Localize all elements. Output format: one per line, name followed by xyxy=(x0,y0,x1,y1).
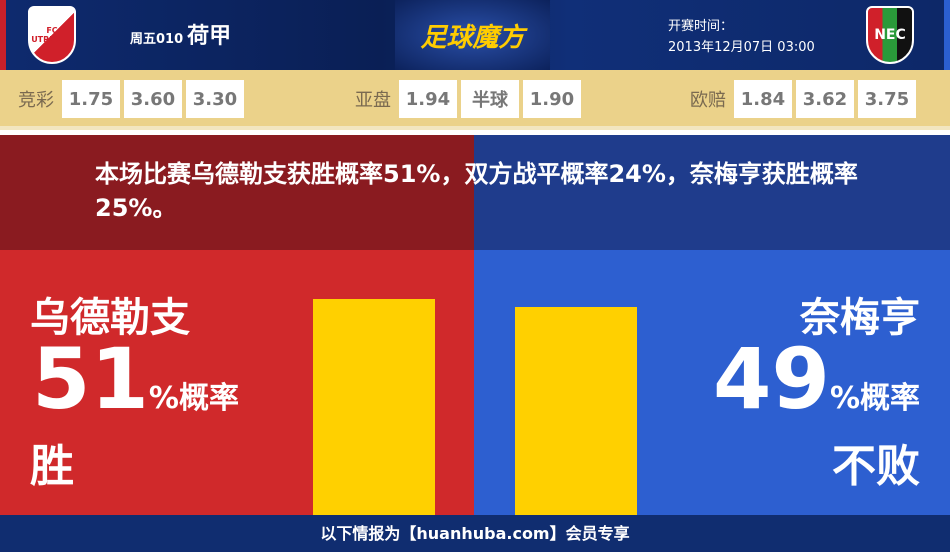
away-team-name: 奈梅亨 xyxy=(800,295,920,341)
odds-value: 1.84 xyxy=(734,80,792,118)
away-probability: 49%概率 xyxy=(713,330,920,428)
members-footer[interactable]: 以下情报为【huanhuba.com】会员专享 xyxy=(0,515,950,552)
odds-label: 竞彩 xyxy=(18,90,54,111)
home-percent-unit: %概率 xyxy=(148,381,239,416)
odds-value: 3.60 xyxy=(124,80,182,118)
home-team-name: 乌德勒支 xyxy=(30,295,190,341)
away-probability-bar xyxy=(515,307,637,515)
home-panel: 乌德勒支 51%概率 胜 xyxy=(0,250,474,515)
odds-value: 1.90 xyxy=(523,80,581,118)
away-team-logo: NEC xyxy=(866,6,914,64)
kickoff-time: 2013年12月07日 03:00 xyxy=(668,40,815,55)
away-logo-text: NEC xyxy=(874,27,906,43)
odds-label: 亚盘 xyxy=(355,90,391,111)
away-percent: 49 xyxy=(713,330,830,428)
league-name: 荷甲 xyxy=(187,24,232,49)
odds-value: 半球 xyxy=(461,80,519,118)
home-logo-text: FC UTRECHT xyxy=(31,26,73,44)
odds-value: 1.94 xyxy=(399,80,457,118)
summary-band-away xyxy=(474,135,950,250)
odds-jingcai: 竞彩 1.75 3.60 3.30 xyxy=(18,80,244,118)
home-probability-bar xyxy=(313,299,435,515)
home-team-logo: FC UTRECHT xyxy=(28,6,76,64)
odds-yapan: 亚盘 1.94 半球 1.90 xyxy=(355,80,581,118)
home-percent: 51 xyxy=(32,330,149,428)
away-percent-unit: %概率 xyxy=(829,381,920,416)
home-probability: 51%概率 xyxy=(32,330,239,428)
away-panel: 奈梅亨 49%概率 不败 xyxy=(474,250,950,515)
kickoff-info: 开赛时间： 2013年12月07日 03:00 xyxy=(668,16,815,58)
odds-value: 3.75 xyxy=(858,80,916,118)
league-info: 周五010 荷甲 xyxy=(130,18,231,50)
odds-value: 1.75 xyxy=(62,80,120,118)
home-result: 胜 xyxy=(30,441,74,492)
kickoff-label: 开赛时间： xyxy=(668,19,734,34)
odds-label: 欧赔 xyxy=(690,90,726,111)
odds-ouzhi: 欧赔 1.84 3.62 3.75 xyxy=(690,80,916,118)
odds-bar: 竞彩 1.75 3.60 3.30 亚盘 1.94 半球 1.90 欧赔 1.8… xyxy=(0,70,950,130)
away-result: 不败 xyxy=(832,441,920,492)
summary-band-home xyxy=(0,135,474,250)
odds-value: 3.30 xyxy=(186,80,244,118)
brand-logo: 足球魔方 xyxy=(395,0,550,70)
prediction-summary: 本场比赛乌德勒支获胜概率51%，双方战平概率24%，奈梅亨获胜概率25%。 xyxy=(95,160,858,222)
odds-value: 3.62 xyxy=(796,80,854,118)
match-number: 周五010 xyxy=(130,32,184,47)
